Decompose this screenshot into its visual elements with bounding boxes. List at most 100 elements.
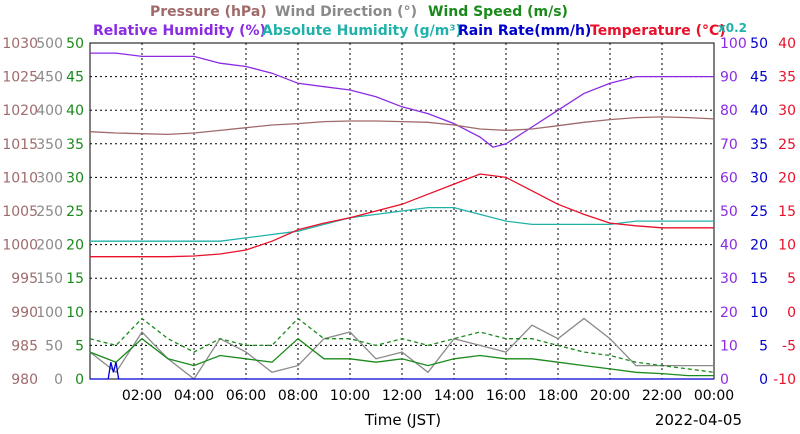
- tick-label-pressure: 980: [11, 372, 38, 388]
- tick-label-pressure: 1030: [2, 36, 38, 52]
- tick-label-temperature: 0: [787, 305, 796, 321]
- tick-label-humidity: 40: [720, 238, 738, 254]
- tick-label-humidity: 50: [720, 204, 738, 220]
- x-tick-label: 08:00: [278, 388, 318, 404]
- tick-label-rain: 45: [750, 70, 768, 86]
- tick-label-rain: 5: [759, 338, 768, 354]
- tick-label-wind-speed: 0: [75, 372, 84, 388]
- tick-label-temperature: 40: [778, 36, 796, 52]
- tick-label-temperature: 25: [778, 137, 796, 153]
- tick-label-humidity: 80: [720, 103, 738, 119]
- tick-label-rain: 30: [750, 170, 768, 186]
- tick-label-wind-direction: 0: [54, 372, 63, 388]
- tick-label-pressure: 1010: [2, 170, 38, 186]
- tick-label-wind-speed: 30: [66, 170, 84, 186]
- tick-label-pressure: 985: [11, 338, 38, 354]
- x-axis: 02:00 04:00 06:00 08:00 10:00 12:00 14:00 16:00…: [122, 388, 734, 404]
- tick-label-pressure: 995: [11, 271, 38, 287]
- tick-label-wind-direction: 50: [45, 338, 63, 354]
- tick-label-humidity: 60: [720, 170, 738, 186]
- tick-label-wind-speed: 45: [66, 70, 84, 86]
- grid: [90, 43, 714, 379]
- tick-label-wind-direction: 100: [36, 305, 63, 321]
- tick-label-wind-direction: 350: [36, 137, 63, 153]
- x-tick-label: 20:00: [590, 388, 630, 404]
- x-tick-label: 16:00: [486, 388, 526, 404]
- legend-absolute-humidity: Absolute Humidity (g/m³): [262, 23, 462, 39]
- legend-relative-humidity: Relative Humidity (%): [93, 23, 266, 39]
- tick-label-humidity: 10: [720, 338, 738, 354]
- x-tick-label: 18:00: [538, 388, 578, 404]
- tick-label-temperature: -10: [773, 372, 796, 388]
- rain-scale-note: x0.2: [718, 21, 747, 35]
- tick-label-wind-direction: 150: [36, 271, 63, 287]
- x-tick-label: 14:00: [434, 388, 474, 404]
- series-pressure-hpa: [89, 116, 715, 136]
- tick-label-rain: 40: [750, 103, 768, 119]
- x-tick-label: 02:00: [122, 388, 162, 404]
- legend: Pressure (hPa) Wind Direction (°) Wind S…: [93, 4, 747, 39]
- series-absolute-humidity-g-m: [90, 206, 714, 242]
- tick-label-pressure: 1015: [2, 137, 38, 153]
- left-axes: 1030102510201015101010051000995990985980…: [2, 36, 84, 388]
- tick-label-wind-speed: 20: [66, 238, 84, 254]
- x-tick-label: 04:00: [174, 388, 214, 404]
- tick-label-rain: 0: [759, 372, 768, 388]
- tick-label-rain: 35: [750, 137, 768, 153]
- x-tick-label: 22:00: [642, 388, 682, 404]
- tick-label-temperature: 35: [778, 70, 796, 86]
- legend-wind-speed: Wind Speed (m/s): [428, 4, 568, 20]
- tick-label-wind-direction: 500: [36, 36, 63, 52]
- tick-label-wind-direction: 300: [36, 170, 63, 186]
- tick-label-pressure: 990: [11, 305, 38, 321]
- tick-label-humidity: 20: [720, 305, 738, 321]
- tick-label-wind-speed: 35: [66, 137, 84, 153]
- tick-label-wind-direction: 400: [36, 103, 63, 119]
- x-tick-label: 10:00: [330, 388, 370, 404]
- x-tick-label: 12:00: [382, 388, 422, 404]
- tick-label-pressure: 1025: [2, 70, 38, 86]
- tick-label-humidity: 30: [720, 271, 738, 287]
- tick-label-wind-speed: 15: [66, 271, 84, 287]
- tick-label-wind-speed: 10: [66, 305, 84, 321]
- tick-label-wind-direction: 450: [36, 70, 63, 86]
- legend-wind-direction: Wind Direction (°): [275, 4, 417, 20]
- tick-label-temperature: 15: [778, 204, 796, 220]
- tick-label-humidity: 90: [720, 70, 738, 86]
- tick-label-temperature: -5: [782, 338, 796, 354]
- legend-rain-rate: Rain Rate(mm/h): [458, 23, 591, 39]
- tick-label-humidity: 100: [720, 36, 747, 52]
- tick-label-wind-direction: 200: [36, 238, 63, 254]
- x-axis-label: Time (JST): [364, 411, 441, 429]
- date-label: 2022-04-05: [655, 411, 742, 429]
- tick-label-wind-direction: 250: [36, 204, 63, 220]
- tick-label-wind-speed: 40: [66, 103, 84, 119]
- tick-label-rain: 10: [750, 305, 768, 321]
- series-temperature-c: [90, 173, 714, 258]
- legend-pressure: Pressure (hPa): [150, 4, 267, 20]
- tick-label-pressure: 1005: [2, 204, 38, 220]
- tick-label-rain: 25: [750, 204, 768, 220]
- tick-label-pressure: 1000: [2, 238, 38, 254]
- legend-temperature: Temperature (°C): [590, 23, 726, 39]
- tick-label-pressure: 1020: [2, 103, 38, 119]
- tick-label-humidity: 70: [720, 137, 738, 153]
- series-wind-speed-m-s: [89, 337, 714, 377]
- tick-label-temperature: 5: [787, 271, 796, 287]
- tick-label-humidity: 0: [720, 372, 729, 388]
- series-layer: [89, 52, 715, 380]
- tick-label-rain: 20: [750, 238, 768, 254]
- tick-label-temperature: 20: [778, 170, 796, 186]
- tick-label-temperature: 10: [778, 238, 796, 254]
- x-tick-label: 06:00: [226, 388, 266, 404]
- x-tick-label: 00:00: [694, 388, 734, 404]
- tick-label-wind-speed: 50: [66, 36, 84, 52]
- tick-label-wind-speed: 25: [66, 204, 84, 220]
- tick-label-rain: 15: [750, 271, 768, 287]
- tick-label-wind-speed: 5: [75, 338, 84, 354]
- series-wind-speed-peak-m-s: [89, 317, 715, 373]
- series-rain-rate-mm-h: [90, 362, 714, 380]
- tick-label-temperature: 30: [778, 103, 796, 119]
- right-axes: 1009080706050403020100504540353025201510…: [720, 36, 796, 388]
